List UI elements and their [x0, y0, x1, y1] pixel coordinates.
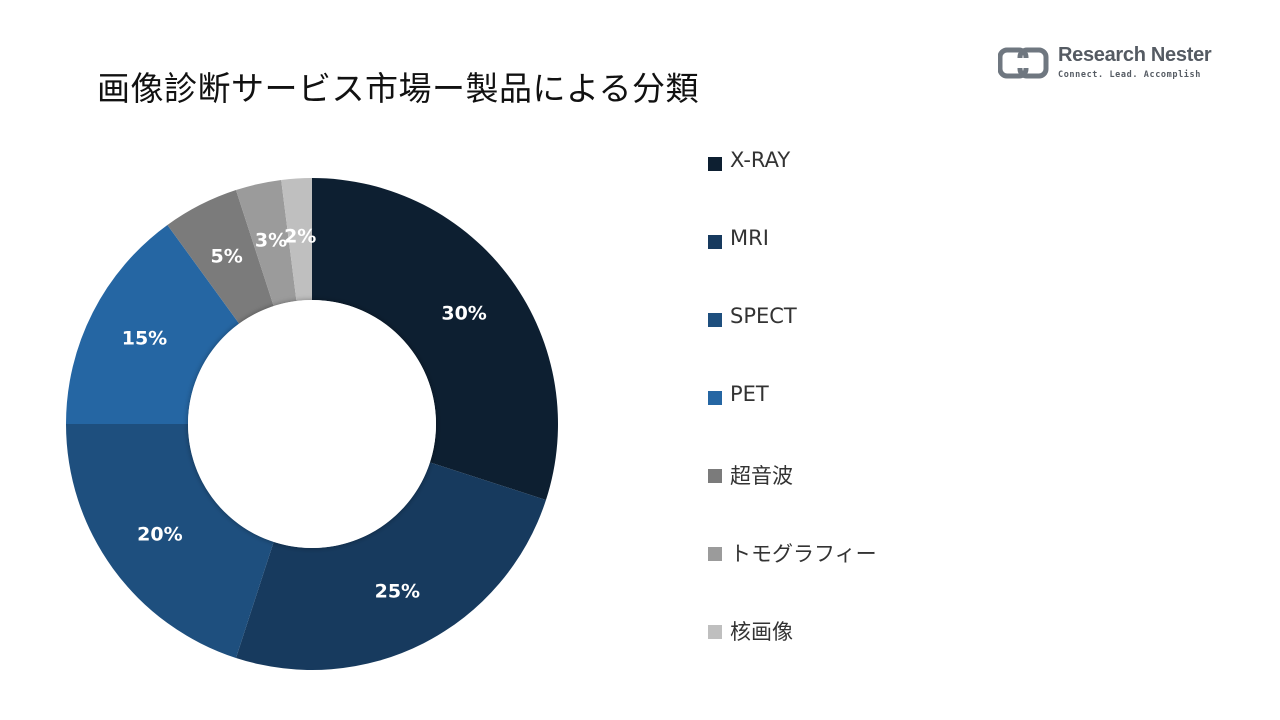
slice-7	[281, 178, 312, 301]
legend-label: MRI	[730, 226, 769, 250]
slice-3	[65, 424, 274, 658]
legend-swatch	[708, 235, 722, 249]
slice-label-3: 20%	[137, 524, 182, 546]
legend-label: SPECT	[730, 304, 797, 328]
slice-label-7: 2%	[284, 225, 316, 247]
legend-swatch	[708, 391, 722, 405]
legend-item: MRI	[708, 226, 877, 304]
slice-1	[312, 178, 558, 501]
slice-label-1: 30%	[441, 302, 486, 324]
legend-swatch	[708, 469, 722, 483]
logo-tagline: Connect. Lead. Accomplish	[1058, 70, 1201, 80]
logo-name: Research Nester	[1058, 44, 1212, 66]
brand-logo: Research Nester Connect. Lead. Accomplis…	[998, 44, 1228, 84]
slice-label-2: 25%	[375, 581, 420, 603]
slice-4	[66, 224, 240, 424]
donut-chart: 30% 25% 20% 15% 5% 3%2%	[65, 178, 558, 670]
slice-2	[235, 462, 546, 670]
legend-swatch	[708, 313, 722, 327]
legend-item: 超音波	[708, 460, 877, 538]
legend-label: 超音波	[730, 464, 793, 488]
chart-legend: X-RAY MRI SPECT PET 超音波トモグラフィー 核画像	[708, 148, 877, 694]
slice-label-6: 3%	[255, 230, 287, 252]
donut-slices	[65, 178, 558, 670]
legend-item: 核画像	[708, 616, 877, 694]
legend-label: PET	[730, 382, 769, 406]
donut-hole	[188, 300, 436, 548]
slice-label-4: 15%	[122, 328, 167, 350]
legend-swatch	[708, 547, 722, 561]
legend-label: 核画像	[730, 620, 793, 644]
slice-labels: 30% 25% 20% 15% 5% 3%2%	[122, 225, 487, 602]
legend-item: PET	[708, 382, 877, 460]
slice-6	[235, 179, 297, 307]
slice-label-5: 5%	[211, 245, 243, 267]
legend-swatch	[708, 625, 722, 639]
slice-5	[167, 190, 274, 324]
legend-item: トモグラフィー	[708, 538, 877, 616]
logo-mark-icon	[998, 47, 1049, 79]
legend-label: X-RAY	[730, 148, 791, 172]
legend-swatch	[708, 157, 722, 171]
chart-title: 画像診断サービス市場ー製品による分類	[97, 69, 700, 108]
legend-item: X-RAY	[708, 148, 877, 226]
legend-label: トモグラフィー	[730, 542, 877, 566]
legend-item: SPECT	[708, 304, 877, 382]
